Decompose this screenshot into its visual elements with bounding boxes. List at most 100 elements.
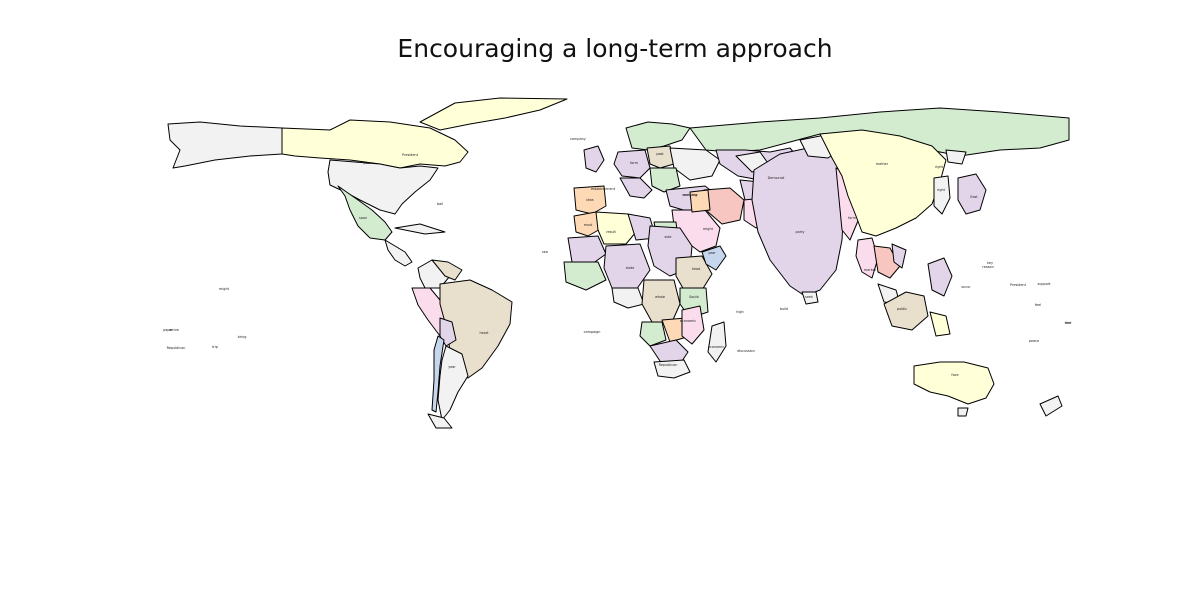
- label-australia: face: [951, 373, 958, 377]
- map-title: Encouraging a long-term approach: [397, 34, 833, 63]
- region-iraq-syria: [689, 189, 711, 213]
- label-madagascar: economic: [708, 345, 724, 349]
- label-france: form: [630, 161, 639, 165]
- label-ball: ball: [437, 202, 443, 206]
- label-company-1: company: [570, 137, 586, 141]
- label-ethiopia: head: [692, 267, 700, 271]
- region-germany: [646, 145, 675, 169]
- region-greenland: [419, 97, 568, 131]
- region-dr-congo: [641, 279, 681, 323]
- region-west-africa: [563, 261, 607, 291]
- region-russia: [689, 107, 1070, 157]
- label-sri-lanka: seek: [805, 295, 813, 299]
- region-china: [819, 129, 947, 237]
- region-south-africa: [653, 359, 691, 379]
- region-italy: [619, 177, 653, 199]
- label-mali: must: [584, 223, 593, 227]
- label-mexico: soon: [359, 216, 367, 220]
- region-mozambique: [681, 305, 705, 345]
- region-uk: [583, 145, 605, 173]
- region-philippines: [927, 257, 953, 297]
- label-president: President: [1010, 283, 1026, 287]
- label-arrive: arrive: [169, 328, 179, 332]
- region-iran: [703, 187, 745, 225]
- label-tree: tree: [1065, 321, 1072, 325]
- region-chile: [431, 335, 445, 413]
- region-indonesia: [883, 291, 929, 331]
- region-png: [929, 311, 951, 337]
- label-sudan: side: [665, 235, 672, 239]
- label-feel: feel: [1035, 303, 1041, 307]
- label-indonesia: public: [897, 307, 907, 311]
- region-thailand: [873, 245, 901, 279]
- label-right: right: [935, 165, 944, 169]
- region-morocco: [573, 211, 603, 237]
- label-build: build: [780, 307, 788, 311]
- label-kid: kid: [1065, 321, 1070, 325]
- label-discussion: discussion: [737, 349, 755, 353]
- label-canada: President: [402, 153, 418, 157]
- region-myanmar: [855, 237, 879, 279]
- label-brazil: heart: [479, 331, 489, 335]
- label-dr-congo: whole: [655, 295, 665, 299]
- region-usa: [327, 159, 439, 215]
- region-cuba: [394, 223, 446, 235]
- label-saudi-arabia: company: [682, 193, 698, 197]
- label-usa: year: [363, 161, 371, 165]
- region-sri-lanka: [801, 291, 819, 305]
- label-support: support: [1037, 282, 1051, 286]
- region-balkans: [649, 167, 681, 193]
- region-somalia: [701, 245, 727, 271]
- region-patagonia-tip: [427, 413, 453, 429]
- label-turkey: morning: [683, 193, 697, 197]
- label-india: party: [796, 230, 805, 234]
- label-trip: trip: [212, 345, 218, 349]
- region-scandinavia: [625, 121, 691, 151]
- region-bolivia: [439, 317, 457, 347]
- label-peace: peace: [1029, 339, 1039, 343]
- label-reason: reason: [982, 265, 993, 269]
- region-korea: [957, 173, 987, 215]
- region-japan: [933, 175, 951, 215]
- label-chad: state: [626, 266, 635, 270]
- label-occur: occur: [961, 285, 971, 289]
- region-venezuela: [431, 259, 463, 281]
- label-germany: past: [656, 152, 664, 156]
- label-sea: sea: [542, 250, 548, 254]
- label-tanzania: South: [689, 295, 699, 299]
- region-spain: [573, 185, 607, 215]
- region-canada: [281, 119, 469, 169]
- label-key: key: [987, 261, 993, 265]
- region-nigeria-cameroon: [611, 287, 645, 309]
- region-madagascar: [707, 321, 727, 363]
- label-thailand: market: [864, 268, 877, 272]
- region-labels: mother party President year soon heart f…: [359, 152, 978, 377]
- region-central-america: [384, 239, 413, 267]
- region-hokkaido: [945, 149, 967, 165]
- region-southern-africa: [649, 339, 689, 365]
- label-high: high: [736, 310, 743, 314]
- label-japan: right: [937, 188, 946, 192]
- label-spain: idea: [586, 198, 593, 202]
- label-paper: paper: [163, 328, 173, 332]
- label-south-africa: Republican: [659, 363, 678, 367]
- region-tasmania: [957, 407, 969, 417]
- region-alaska: [167, 121, 283, 169]
- label-korea: East: [970, 195, 978, 199]
- label-china: mother: [876, 162, 889, 166]
- region-australia: [913, 361, 995, 405]
- region-vietnam: [891, 243, 907, 269]
- region-angola: [639, 321, 667, 347]
- label-republican: Republican: [167, 346, 186, 350]
- label-algeria: result: [606, 230, 616, 234]
- label-campaign: campaign: [584, 330, 601, 334]
- label-establishment: establishment: [591, 187, 616, 191]
- label-might: might: [219, 287, 230, 291]
- label-myanmar: form: [848, 216, 857, 220]
- label-mozambique: economic: [680, 319, 696, 323]
- region-argentina: [437, 345, 469, 421]
- region-india: [751, 147, 845, 297]
- label-pakistan: Democrat: [768, 176, 785, 180]
- scattered-labels: ball high might company establishment ar…: [163, 137, 1071, 353]
